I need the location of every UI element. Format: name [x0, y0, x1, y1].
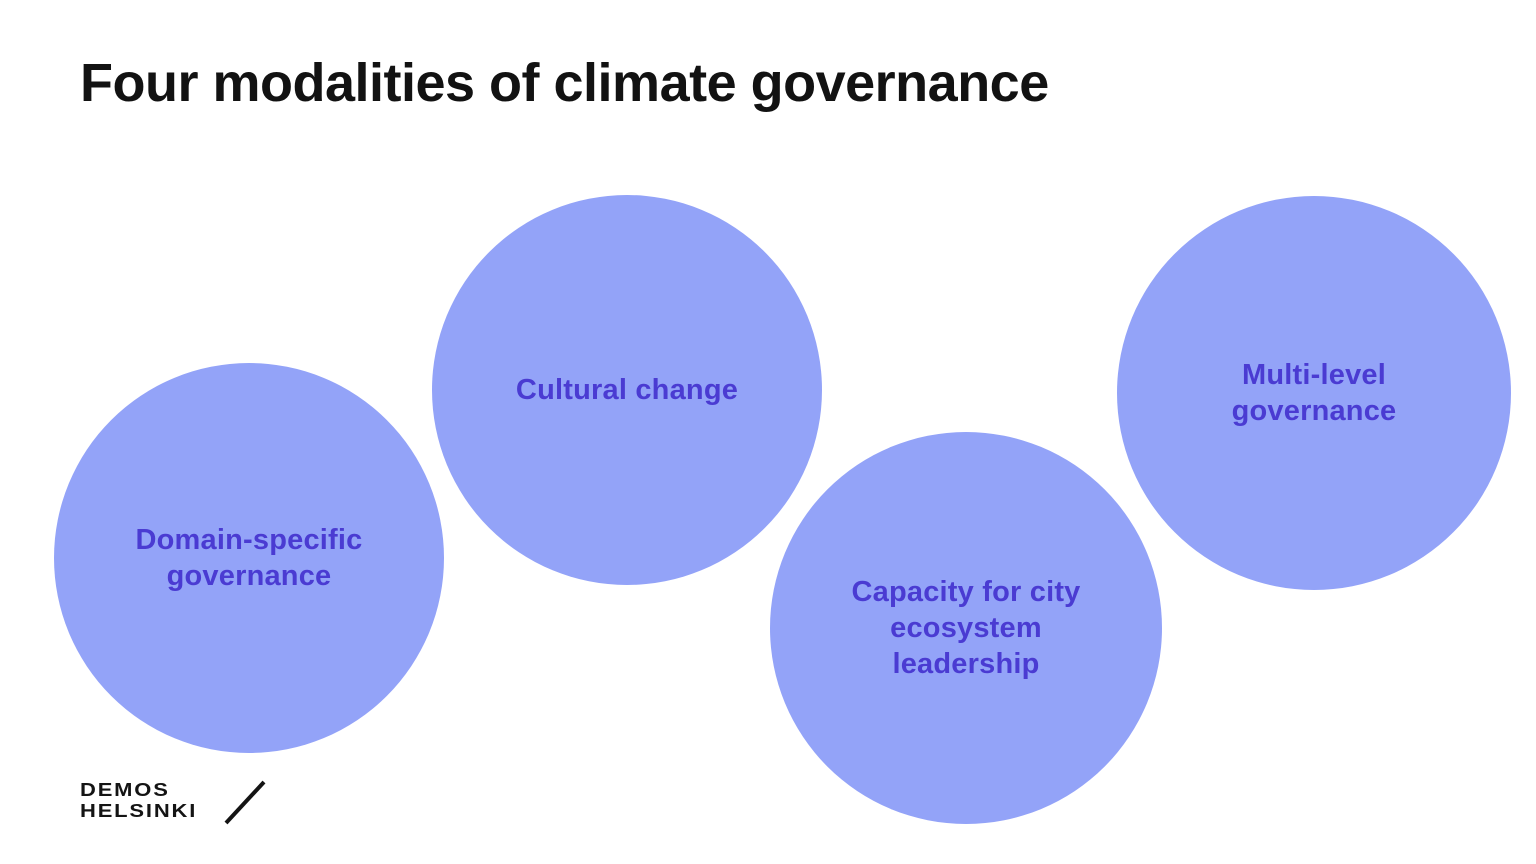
- circle-label-line: ecosystem: [890, 612, 1042, 644]
- circle-capacity-for-city-ecosystem-leadership: Capacity for city ecosystem leadership: [770, 432, 1162, 824]
- circle-label: Cultural change: [516, 372, 738, 408]
- demos-helsinki-logo: DEMOS HELSINKI: [80, 778, 270, 828]
- page-title: Four modalities of climate governance: [80, 53, 1049, 113]
- circle-label: Domain-specific governance: [136, 522, 363, 594]
- circle-label-line: Capacity for city: [851, 576, 1081, 608]
- demos-helsinki-logo-text: DEMOS HELSINKI: [80, 780, 197, 822]
- circle-label-line: Domain-specific: [135, 524, 363, 556]
- circle-multi-level-governance: Multi-level governance: [1117, 196, 1511, 590]
- logo-line-demos: DEMOS: [80, 780, 170, 800]
- circle-domain-specific-governance: Domain-specific governance: [54, 363, 444, 753]
- circle-label: Multi-level governance: [1232, 357, 1397, 429]
- circle-label-line: Cultural change: [515, 374, 739, 406]
- circle-label-line: leadership: [892, 648, 1040, 680]
- circle-label-line: governance: [166, 560, 332, 592]
- circle-label-line: Multi-level: [1241, 359, 1386, 391]
- circle-cultural-change: Cultural change: [432, 195, 822, 585]
- circle-label-line: governance: [1231, 395, 1397, 427]
- circle-label: Capacity for city ecosystem leadership: [851, 574, 1080, 682]
- logo-line-helsinki: HELSINKI: [80, 801, 198, 821]
- logo-slash-icon: [224, 780, 266, 825]
